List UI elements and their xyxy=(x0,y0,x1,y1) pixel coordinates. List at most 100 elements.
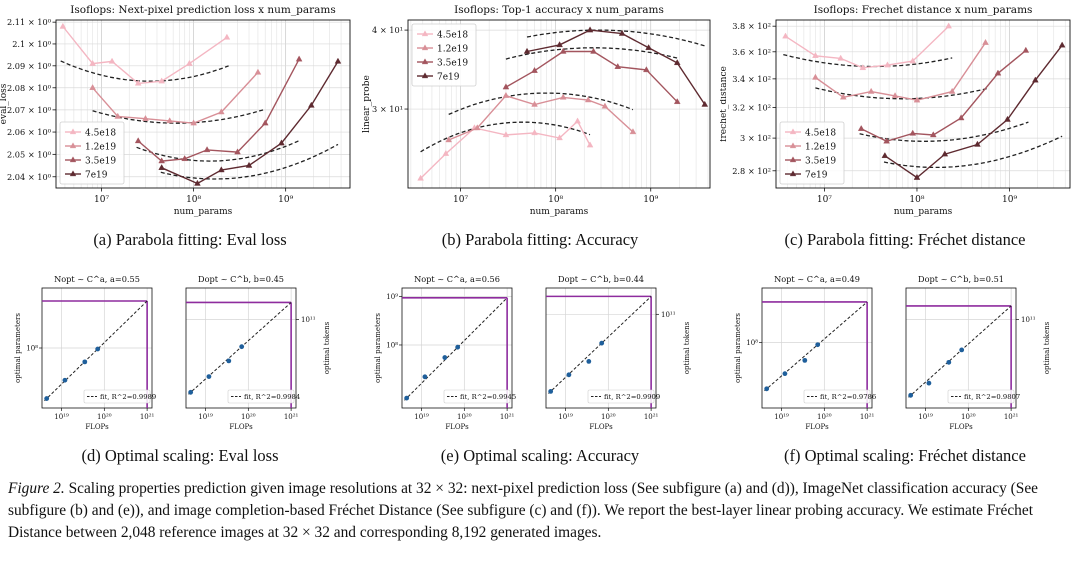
data-point xyxy=(218,166,225,173)
data-point xyxy=(884,61,891,68)
fit-legend: fit, R^2=0.9807 xyxy=(947,389,1020,404)
subplot-d-2: Dopt ~ C^b, b=0.45 10¹⁹ 10²⁰ 10²¹ 10¹¹ optima… xyxy=(185,274,331,431)
data-point xyxy=(334,57,342,64)
panel-f: Nopt ~ C^a, a=0.49 10¹⁹ 10²⁰ 10²¹ 10⁸ optimal… xyxy=(720,270,1078,440)
data-point xyxy=(891,92,899,99)
subplot-title: Nopt ~ C^a, a=0.56 xyxy=(414,274,500,284)
y-axis-label: optimal parameters xyxy=(734,313,742,383)
legend-marker xyxy=(421,72,429,79)
chart-title: Isoflops: Next-pixel prediction loss x n… xyxy=(70,4,335,16)
data-point xyxy=(308,101,315,108)
x-tick-label: 10⁸ xyxy=(909,195,924,205)
optimal-point xyxy=(586,358,592,364)
optimal-point xyxy=(946,359,952,365)
data-point xyxy=(839,93,847,100)
optimal-point xyxy=(959,347,965,353)
data-point xyxy=(629,128,637,135)
data-point xyxy=(586,141,594,148)
chart-c-isoflops-frechet: Isoflops: Frechet distance x num_params 1… xyxy=(720,4,1071,217)
y-axis-label: optimal tokens xyxy=(683,321,691,374)
y-tick-label: 2.08 × 10⁰ xyxy=(7,83,52,93)
legend-entry: fit, R^2=0.9989 xyxy=(100,393,156,401)
data-point xyxy=(881,152,889,158)
chart-b-isoflops-accuracy: Isoflops: Top-1 accuracy x num_params 10⁷… xyxy=(362,4,711,217)
data-point xyxy=(89,84,96,90)
caption-e: (e) Optimal scaling: Accuracy xyxy=(440,446,640,465)
series-line-3.5e19 xyxy=(505,50,678,103)
data-point xyxy=(134,79,142,86)
optimal-point xyxy=(188,389,194,395)
data-point xyxy=(673,59,681,66)
legend-entry: fit, R^2=0.9909 xyxy=(604,393,660,401)
y-tick-label: 10⁸ xyxy=(386,341,398,349)
data-point xyxy=(559,93,567,100)
legend-marker xyxy=(789,128,797,135)
series-line-4.5e18 xyxy=(420,120,591,179)
x-tick-label: 10²⁰ xyxy=(97,413,112,421)
data-point xyxy=(261,119,269,126)
figure-caption-text: Scaling properties prediction given imag… xyxy=(8,480,1038,541)
data-point xyxy=(223,33,231,40)
legend-entry-4.5e18: 4.5e18 xyxy=(85,128,116,138)
x-tick-label: 10²⁰ xyxy=(817,413,832,421)
legend-entry-3.5e19: 3.5e19 xyxy=(437,58,468,68)
x-tick-label: 10⁸ xyxy=(548,195,563,205)
data-point xyxy=(913,173,921,180)
optimal-point xyxy=(404,395,410,401)
legend-entry-7e19: 7e19 xyxy=(437,72,460,82)
data-point xyxy=(974,140,981,147)
fit-legend: fit, R^2=0.9945 xyxy=(443,389,516,404)
y-axis-label: linear_probe xyxy=(362,75,372,133)
legend-box xyxy=(227,389,295,404)
fit-curve-1.2e19 xyxy=(92,108,266,124)
data-point xyxy=(913,96,921,103)
fit-curve-3.5e19 xyxy=(505,47,680,60)
x-tick-label: 10⁹ xyxy=(643,195,658,205)
x-tick-label: 10²⁰ xyxy=(961,413,976,421)
data-point xyxy=(295,55,303,62)
legend-entry: fit, R^2=0.9945 xyxy=(460,393,516,401)
y-tick-label: 2.11 × 10⁰ xyxy=(7,17,52,27)
legend-entry-7e19: 7e19 xyxy=(805,170,828,180)
data-point xyxy=(782,32,789,39)
data-point xyxy=(186,59,193,66)
data-point xyxy=(442,149,450,156)
series-line-1.2e19 xyxy=(814,42,987,101)
y-axis-label: optimal tokens xyxy=(323,321,331,374)
data-point xyxy=(502,131,510,138)
subplot-f-2: Dopt ~ C^b, b=0.51 10¹⁹ 10²⁰ 10²¹ 10¹¹ optima… xyxy=(905,274,1051,431)
data-point xyxy=(584,96,592,103)
legend-marker xyxy=(69,156,77,163)
data-point xyxy=(590,47,597,54)
x-axis-label: FLOPs xyxy=(805,423,829,431)
y-tick-label: 2.07 × 10⁰ xyxy=(7,105,52,115)
x-tick-label: 10¹⁹ xyxy=(774,413,789,421)
legend-box xyxy=(587,389,655,404)
optimal-point xyxy=(782,371,788,377)
data-point xyxy=(812,73,819,80)
y-tick-label: 3.8 × 10² xyxy=(732,21,771,31)
x-axis-label: FLOPs xyxy=(229,423,253,431)
y-tick-label: 2.8 × 10² xyxy=(732,166,771,176)
series-line-7e19 xyxy=(884,44,1063,179)
fit-curve-3.5e19 xyxy=(136,140,300,162)
optimal-point xyxy=(95,346,101,352)
data-point xyxy=(673,98,681,105)
data-point xyxy=(556,41,563,48)
subplot-title: Dopt ~ C^b, b=0.51 xyxy=(918,274,1004,284)
panel-b: Isoflops: Top-1 accuracy x num_params 10⁷… xyxy=(360,0,718,222)
data-point xyxy=(909,129,917,136)
figure-label: Figure 2. xyxy=(8,480,65,497)
data-point xyxy=(218,108,225,115)
legend-entry-7e19: 7e19 xyxy=(85,170,108,180)
y-axis-label: optimal parameters xyxy=(374,313,382,383)
optimal-point xyxy=(442,355,448,360)
legend-marker xyxy=(421,44,429,51)
data-point xyxy=(957,114,965,121)
data-point xyxy=(812,52,819,58)
optimal-point xyxy=(764,386,770,392)
data-point xyxy=(556,134,563,141)
x-tick-label: 10⁷ xyxy=(94,195,109,205)
fit-curve-1.2e19 xyxy=(815,87,990,100)
plot-frame xyxy=(185,287,297,409)
